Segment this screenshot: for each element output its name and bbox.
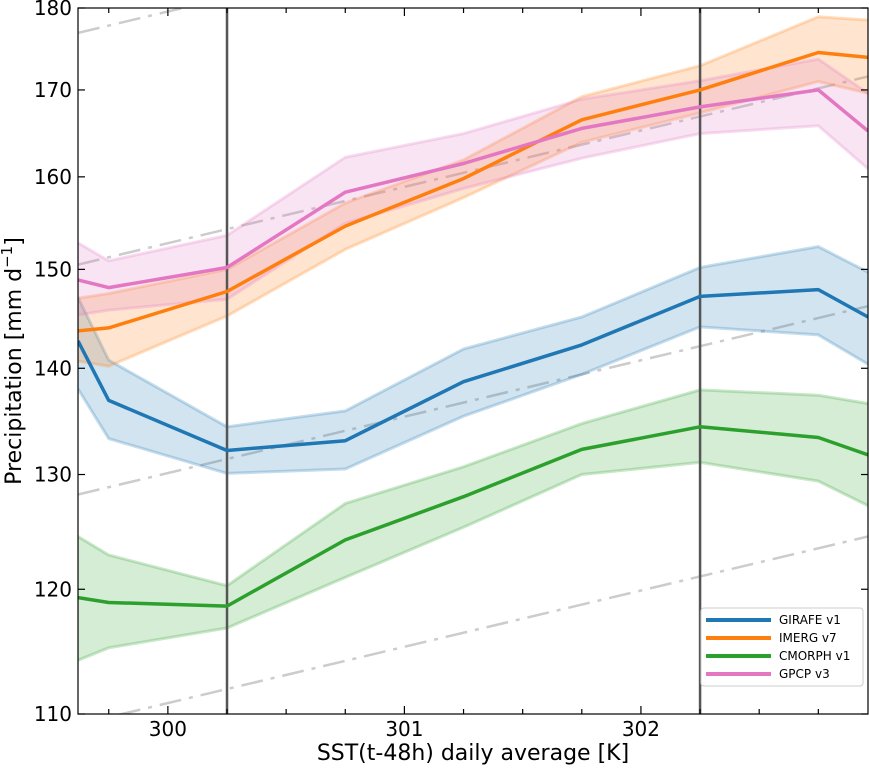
uncertainty-bands (78, 15, 868, 662)
series-line-3 (78, 425, 868, 608)
legend: GIRAFE v1 IMERG v7 CMORPH v1 GPCP v3 (700, 607, 864, 687)
y-tick-label: 180 (34, 0, 72, 20)
x-tick-label: 301 (385, 717, 423, 741)
axis-ticks: 110 120 130 140 150 160 170 180 300 301 302 (34, 0, 868, 741)
band-lower-edge-3 (78, 460, 868, 662)
band-lower-edge-1 (78, 325, 868, 475)
series-line-2 (78, 50, 868, 333)
band-4 (78, 59, 868, 315)
y-tick-label: 110 (34, 702, 72, 726)
y-tick-label: 130 (34, 463, 72, 487)
band-lower-edge-2 (78, 79, 868, 368)
legend-label-2: IMERG v7 (779, 631, 837, 645)
y-tick-label: 140 (34, 356, 72, 380)
reference-line-2 (78, 75, 868, 266)
band-1 (78, 246, 868, 474)
band-3 (78, 389, 868, 661)
legend-label-1: GIRAFE v1 (779, 613, 841, 627)
band-upper-edge-3 (78, 388, 868, 588)
legend-label-3: CMORPH v1 (779, 649, 850, 663)
y-tick-label: 120 (34, 577, 72, 601)
y-tick-label: 150 (34, 257, 72, 281)
band-upper-edge-1 (78, 245, 868, 429)
reference-line-4 (116, 535, 868, 714)
band-upper-edge-2 (78, 15, 868, 300)
y-axis-label-main: Precipitation [mm d (2, 268, 27, 485)
y-tick-label: 160 (34, 165, 72, 189)
series-lines (78, 50, 868, 608)
legend-box (700, 607, 864, 687)
plot-frame (77, 7, 869, 715)
reference-line-1 (78, 8, 189, 35)
vertical-markers (225, 8, 702, 714)
band-2 (78, 16, 868, 367)
x-tick-label: 300 (149, 717, 187, 741)
y-axis-label: Precipitation [mm d−1] (0, 237, 27, 485)
x-tick-label: 302 (622, 717, 660, 741)
y-axis-label-sup: −1 (0, 246, 16, 268)
legend-label-4: GPCP v3 (779, 667, 830, 681)
y-tick-label: 170 (34, 78, 72, 102)
reference-line-3 (78, 304, 868, 496)
series-line-1 (78, 287, 868, 453)
x-axis-label: SST(t-48h) daily average [K] (317, 741, 629, 766)
series-line-4 (78, 88, 868, 290)
y-axis-label-end: ] (2, 237, 27, 246)
band-lower-edge-4 (78, 124, 868, 317)
reference-lines (78, 8, 868, 714)
